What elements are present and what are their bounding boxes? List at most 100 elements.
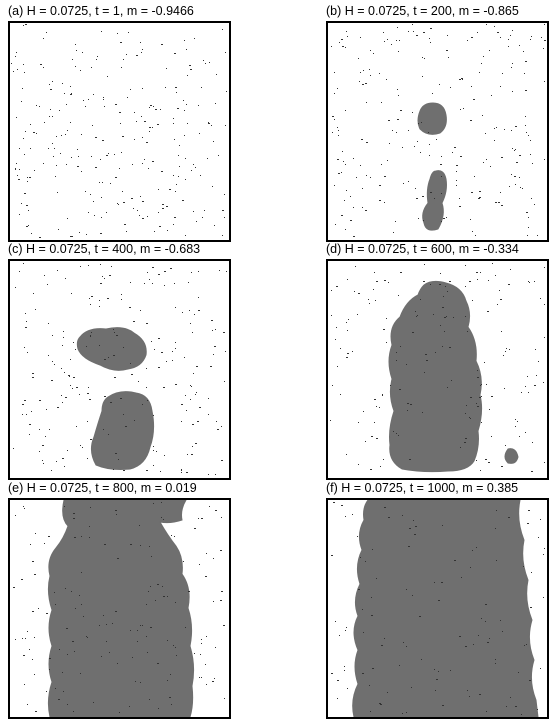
- spin-dot: [445, 286, 446, 287]
- spin-dot: [137, 630, 138, 631]
- spin-dot: [144, 283, 145, 284]
- spin-dot: [142, 49, 143, 50]
- spin-dot: [61, 368, 62, 369]
- spin-dot: [90, 336, 91, 337]
- spin-dot: [370, 469, 372, 470]
- spin-dot: [21, 579, 23, 580]
- spin-dot: [469, 696, 470, 697]
- spin-dot: [407, 403, 409, 404]
- spin-dot: [19, 214, 20, 215]
- spin-dot: [67, 450, 68, 451]
- spin-dot: [330, 420, 331, 421]
- spin-dot: [106, 624, 107, 625]
- spin-dot: [104, 359, 106, 360]
- spin-dot: [115, 453, 117, 454]
- spin-dot: [107, 76, 108, 77]
- spin-dot: [512, 91, 513, 92]
- spin-dot: [118, 204, 119, 205]
- spin-dot: [422, 57, 423, 58]
- spin-dot: [544, 81, 545, 82]
- spin-dot: [190, 323, 191, 324]
- spin-dot: [44, 122, 45, 123]
- spin-dot: [176, 92, 177, 93]
- spin-dot: [25, 131, 26, 132]
- spin-dot: [22, 638, 23, 639]
- spin-dot: [91, 156, 92, 157]
- spin-dot: [76, 50, 77, 51]
- spin-dot: [391, 44, 392, 45]
- spin-dot: [173, 118, 174, 119]
- spin-dot: [117, 203, 118, 204]
- spin-dot: [158, 338, 160, 339]
- spin-dot: [54, 364, 55, 365]
- spin-dot: [334, 119, 335, 120]
- spin-dot: [61, 135, 62, 136]
- spin-dot: [209, 62, 210, 63]
- spin-dot: [26, 321, 27, 322]
- spin-dot: [471, 86, 472, 87]
- spin-dot: [210, 366, 212, 367]
- spin-dot: [163, 596, 165, 597]
- spin-dot: [150, 627, 152, 628]
- spin-dot: [339, 635, 340, 636]
- spin-dot: [415, 526, 417, 527]
- spin-dot: [149, 699, 150, 700]
- spin-dot: [102, 276, 103, 277]
- spin-dot: [19, 271, 20, 272]
- spin-dot: [201, 677, 202, 678]
- spin-dot: [87, 637, 88, 638]
- spin-dot: [191, 272, 192, 273]
- spin-dot: [15, 56, 16, 57]
- spin-dot: [397, 89, 398, 90]
- spin-dot: [27, 177, 28, 178]
- spin-dot: [51, 380, 53, 381]
- spin-dot: [489, 409, 490, 410]
- spin-dot: [434, 198, 435, 199]
- spin-dot: [153, 106, 154, 107]
- spin-dot: [525, 61, 527, 62]
- spin-dot: [24, 347, 25, 348]
- spin-dot: [52, 143, 53, 144]
- spin-dot: [120, 42, 122, 43]
- spin-dot: [23, 138, 24, 139]
- spin-dot: [406, 589, 407, 590]
- spin-dot: [500, 299, 502, 300]
- spin-dot: [461, 78, 463, 79]
- spin-dot: [81, 572, 82, 573]
- spin-dot: [479, 694, 481, 695]
- spin-dot: [365, 441, 366, 442]
- spin-dot: [140, 545, 141, 546]
- spin-dot: [337, 680, 339, 681]
- spin-dot: [491, 95, 492, 96]
- spin-dot: [181, 421, 182, 422]
- spin-dot: [403, 642, 404, 643]
- spin-dot: [139, 525, 140, 526]
- spin-dot: [449, 281, 451, 282]
- spin-dot: [107, 298, 109, 299]
- spin-dot: [142, 218, 144, 219]
- spin-dot: [134, 139, 135, 140]
- spin-dot: [186, 49, 187, 50]
- spin-dot: [448, 57, 449, 58]
- spin-dot: [126, 54, 127, 55]
- spin-dot: [191, 454, 193, 455]
- spin-dot: [213, 601, 214, 602]
- spin-dot: [31, 233, 32, 234]
- spin-dot: [430, 284, 431, 285]
- spin-dot: [521, 392, 522, 393]
- spin-dot: [344, 666, 345, 667]
- spin-dot: [157, 584, 159, 585]
- spin-dot: [193, 164, 194, 165]
- spin-dot: [66, 628, 68, 629]
- spin-dot: [56, 165, 57, 166]
- spin-dot: [99, 625, 100, 626]
- spin-dot: [174, 217, 176, 218]
- spin-dot: [397, 27, 398, 28]
- spin-dot: [74, 377, 75, 378]
- spin-dot: [375, 300, 376, 301]
- spin-dot: [54, 148, 55, 149]
- spin-dot: [474, 176, 475, 177]
- spin-dot: [491, 396, 493, 397]
- spin-dot: [480, 385, 481, 386]
- spin-dot: [73, 377, 74, 378]
